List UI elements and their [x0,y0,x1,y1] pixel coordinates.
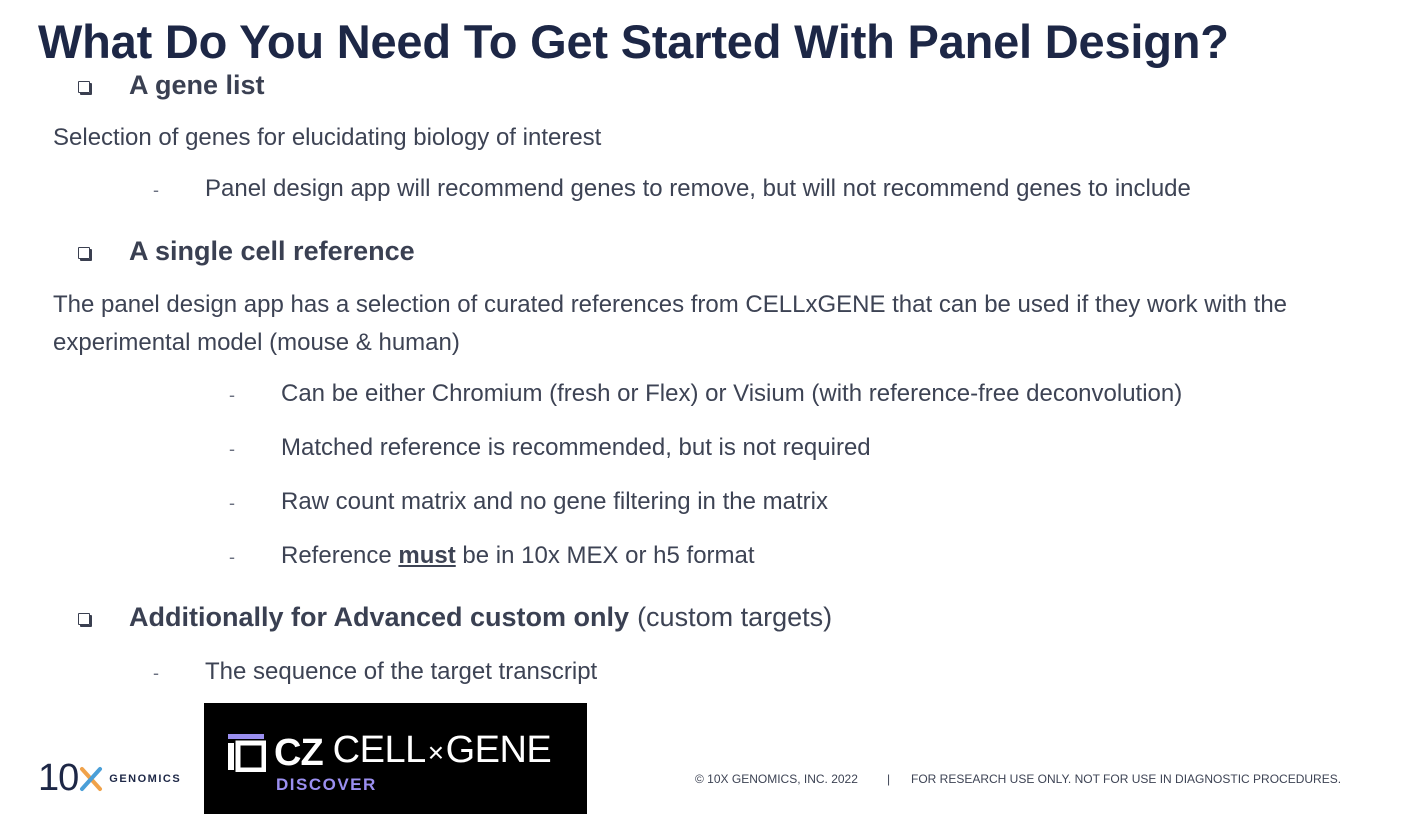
tenx-x-icon [80,766,103,791]
list-item-text: Reference must be in 10x MEX or h5 forma… [281,542,755,570]
dash-bullet: - [229,547,235,567]
list-item: - Raw count matrix and no gene filtering… [229,488,828,516]
section-heading: Additionally for Advanced custom only [129,602,630,632]
cell-word: CELL [332,729,427,771]
list-item: - Reference must be in 10x MEX or h5 for… [229,542,755,570]
footer-copyright: © 10X GENOMICS, INC. 2022 [695,772,858,786]
dash-bullet: - [229,439,235,459]
list-item-text: Matched reference is recommended, but is… [281,434,871,461]
tenx-genomics-logo: 10 GENOMICS [38,757,181,800]
footer-separator: | [887,772,891,786]
section-heading: A single cell reference [129,236,415,266]
tenx-logo-word: GENOMICS [109,772,182,785]
checkbox-icon [78,246,90,259]
times-glyph: × [427,737,444,768]
section-heading-suffix: (custom targets) [637,602,833,632]
checkbox-icon [78,80,90,93]
cz-mark-icon [228,734,266,772]
format-text-before: Reference [281,542,392,569]
list-item-text: The sequence of the target transcript [205,658,598,685]
must-emphasis: must [398,542,456,569]
list-item-text: Panel design app will recommend genes to… [205,175,1191,202]
section-heading: A gene list [129,70,265,100]
list-item-text: Raw count matrix and no gene filtering i… [281,488,828,515]
tenx-logo-number: 10 [38,757,79,799]
list-item: - Can be either Chromium (fresh or Flex)… [229,380,1182,408]
gene-word: GENE [445,729,552,771]
list-item: - The sequence of the target transcript [153,658,597,686]
section-gene-list: A gene list [78,70,265,101]
cellxgene-discover-logo: CZ CELL×GENE DISCOVER [204,703,587,814]
section-single-cell-reference: A single cell reference [78,236,415,267]
dash-bullet: - [229,385,235,405]
section-description: Selection of genes for elucidating biolo… [53,124,602,151]
list-item-text: Can be either Chromium (fresh or Flex) o… [281,380,1183,407]
slide-title: What Do You Need To Get Started With Pan… [38,15,1229,68]
footer-disclaimer: FOR RESEARCH USE ONLY. NOT FOR USE IN DI… [911,772,1342,786]
list-item: - Panel design app will recommend genes … [153,175,1191,203]
checkbox-icon [78,612,90,625]
format-text-after: be in 10x MEX or h5 format [462,542,755,569]
dash-bullet: - [153,663,159,683]
list-item: - Matched reference is recommended, but … [229,434,871,462]
discover-label: DISCOVER [276,775,377,794]
section-description: The panel design app has a selection of … [53,291,1288,356]
dash-bullet: - [229,493,235,513]
cellxgene-wordmark: CELL×GENE [333,731,552,772]
section-advanced-custom: Additionally for Advanced custom only (c… [78,602,832,633]
dash-bullet: - [153,180,159,200]
cz-wordmark: CZ [274,732,324,774]
